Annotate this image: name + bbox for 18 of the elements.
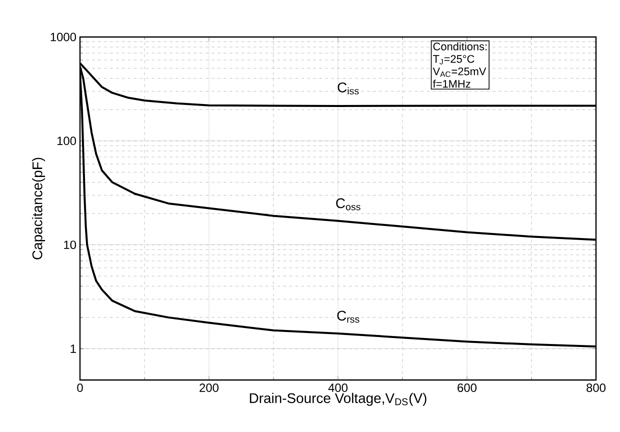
x-tick-label: 400 bbox=[328, 384, 348, 392]
annotation: T$_{J}$=25°C bbox=[433, 55, 474, 64]
series-label: C$_{iss}$ bbox=[338, 82, 359, 94]
annotation: Conditions: bbox=[433, 42, 487, 50]
annotation: V$_{AC}$=25mV bbox=[432, 68, 486, 77]
y-tick-label: 10 bbox=[64, 240, 76, 250]
series-label: C$_{oss}$ bbox=[336, 198, 360, 210]
y-tick-label: 100 bbox=[57, 136, 76, 146]
x-axis-title: Drain-Source Voltage,V$_{DS}$(V) bbox=[250, 392, 426, 406]
x-tick-label: 0 bbox=[77, 384, 83, 392]
y-tick-label: 1 bbox=[70, 344, 76, 353]
series-label: C$_{rss}$ bbox=[337, 310, 360, 323]
y-tick-label: 1000 bbox=[50, 32, 76, 42]
x-tick-label: 600 bbox=[458, 384, 477, 392]
y-axis-title: Capacitance(pF) bbox=[32, 158, 46, 260]
x-tick-label: 200 bbox=[200, 384, 219, 392]
x-tick-label: 800 bbox=[586, 384, 606, 392]
annotation: f=1MHz bbox=[432, 80, 470, 88]
